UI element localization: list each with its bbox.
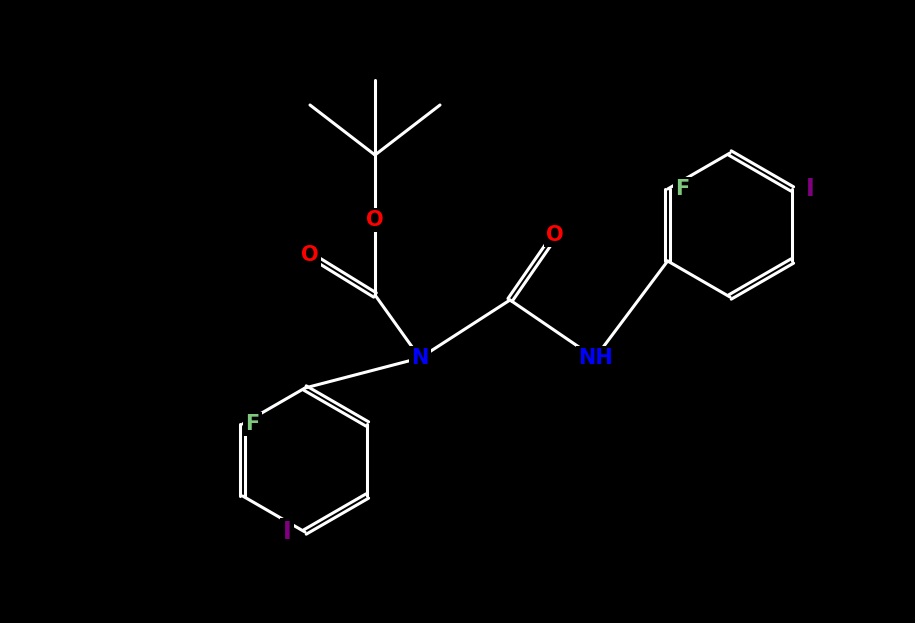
Text: O: O	[546, 225, 564, 245]
Text: F: F	[675, 179, 690, 199]
Text: O: O	[366, 210, 383, 230]
Text: NH: NH	[577, 348, 612, 368]
Text: I: I	[283, 520, 291, 544]
Text: I: I	[806, 177, 814, 201]
Text: O: O	[301, 245, 318, 265]
Text: F: F	[245, 414, 260, 434]
Text: N: N	[412, 348, 429, 368]
